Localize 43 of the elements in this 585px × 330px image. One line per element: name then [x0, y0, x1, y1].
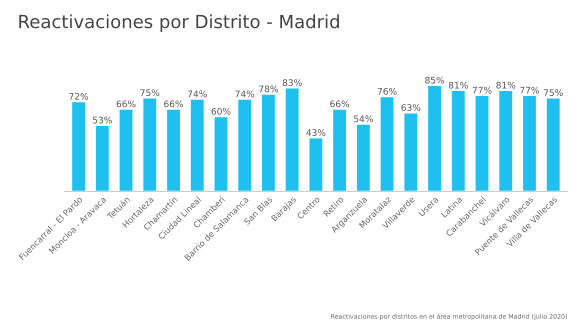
- bar: [522, 94, 538, 192]
- bar: [356, 123, 372, 192]
- bar: [70, 100, 86, 192]
- data-label: 54%: [354, 115, 373, 122]
- data-label: 83%: [282, 79, 302, 86]
- data-label: 81%: [496, 82, 516, 89]
- data-label: 72%: [69, 92, 88, 100]
- bar: [213, 116, 229, 192]
- data-label: 76%: [378, 88, 397, 95]
- bar: [166, 108, 182, 192]
- data-label: 75%: [544, 89, 563, 96]
- bar: [474, 94, 490, 192]
- bar: [284, 87, 300, 192]
- data-label: 60%: [212, 108, 231, 115]
- data-label: 74%: [235, 90, 254, 98]
- bar: [332, 108, 348, 192]
- bar: [426, 84, 442, 192]
- bar: [450, 90, 466, 192]
- data-label: 77%: [472, 86, 492, 94]
- data-label: 78%: [259, 85, 278, 92]
- data-label: 63%: [401, 104, 420, 112]
- bar: [260, 93, 276, 192]
- data-label: 75%: [140, 89, 160, 96]
- data-label: 66%: [330, 100, 350, 108]
- bar: [189, 98, 206, 192]
- bar: [236, 98, 253, 192]
- bar: [142, 97, 158, 192]
- bar: [545, 97, 562, 192]
- bar: [94, 124, 110, 192]
- data-label: 53%: [92, 116, 112, 124]
- bar: [498, 90, 514, 192]
- data-label: 77%: [520, 86, 540, 94]
- data-label: 43%: [306, 129, 326, 136]
- bar: [403, 112, 419, 192]
- chart-title: Reactivaciones por Distrito - Madrid: [19, 14, 339, 32]
- bar: [308, 137, 324, 192]
- bar: [379, 96, 395, 192]
- data-label: 85%: [425, 76, 444, 84]
- data-label: 66%: [116, 100, 136, 108]
- data-label: 74%: [188, 90, 207, 98]
- data-label: 66%: [164, 100, 184, 108]
- bar: [118, 108, 134, 192]
- data-label: 81%: [448, 82, 468, 89]
